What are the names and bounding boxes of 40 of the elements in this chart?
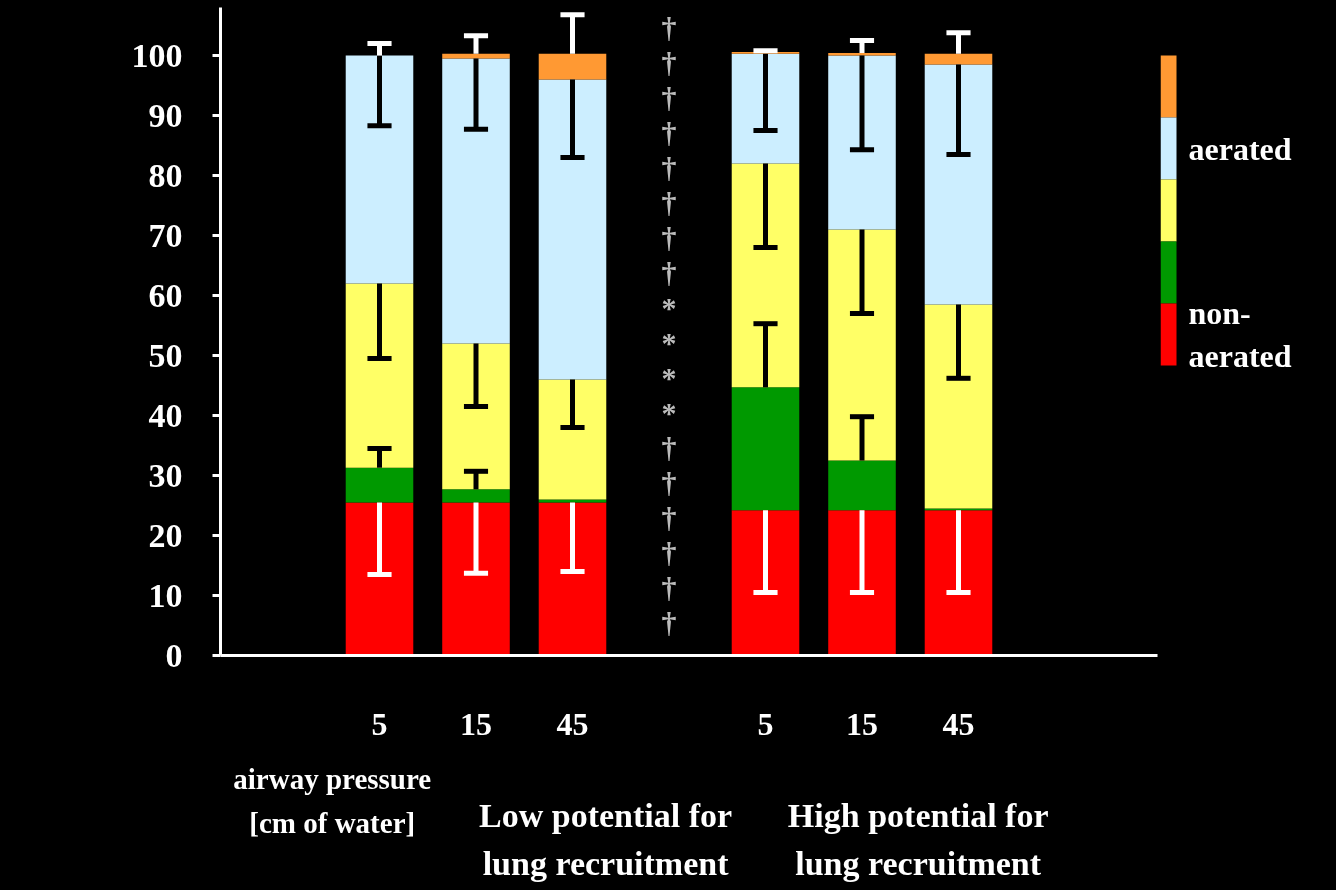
annotation: † xyxy=(661,431,677,464)
annotation: † xyxy=(661,256,677,289)
annotation: † xyxy=(661,571,677,604)
annotation: † xyxy=(661,501,677,534)
y-tick-label: 30 xyxy=(148,456,183,494)
annotation: * xyxy=(661,396,677,429)
legend-label: non-aerated xyxy=(1188,294,1292,375)
annotation: † xyxy=(661,186,677,219)
annotation: † xyxy=(661,221,677,254)
annotation: † xyxy=(661,11,677,44)
y-tick-label: 0 xyxy=(165,636,183,674)
y-tick-label: 100 xyxy=(131,36,183,74)
y-tick-label: 90 xyxy=(148,96,183,134)
annotation: † xyxy=(661,151,677,184)
annotation: † xyxy=(661,466,677,499)
x-tick-label: 45 xyxy=(942,705,975,742)
y-tick-label: 70 xyxy=(148,216,183,254)
text: High potential for lung recruitment xyxy=(787,797,1049,883)
x-tick-label: 45 xyxy=(556,705,589,742)
text: Low potential for lung recruitment xyxy=(479,797,733,883)
y-tick-label: 20 xyxy=(148,516,183,554)
x-tick-label: 5 xyxy=(757,705,774,742)
x-tick-label: 5 xyxy=(371,705,388,742)
x-tick-label: 15 xyxy=(460,705,492,742)
annotation: † xyxy=(661,81,677,114)
annotation: † xyxy=(661,606,677,639)
y-tick-label: 10 xyxy=(148,576,183,614)
annotation: * xyxy=(661,326,677,359)
x-axis-title: airway pressure [cm of water] xyxy=(233,762,432,840)
y-tick-label: 60 xyxy=(148,276,183,314)
annotation: † xyxy=(661,116,677,149)
annotation: * xyxy=(661,361,677,394)
legend-label: aerated xyxy=(1188,130,1292,167)
annotation: * xyxy=(661,291,677,324)
x-tick-label: 15 xyxy=(846,705,878,742)
y-tick-label: 40 xyxy=(148,396,183,434)
annotation: † xyxy=(661,46,677,79)
annotation: † xyxy=(661,536,677,569)
y-tick-label: 50 xyxy=(148,336,183,374)
y-tick-label: 80 xyxy=(148,156,183,194)
